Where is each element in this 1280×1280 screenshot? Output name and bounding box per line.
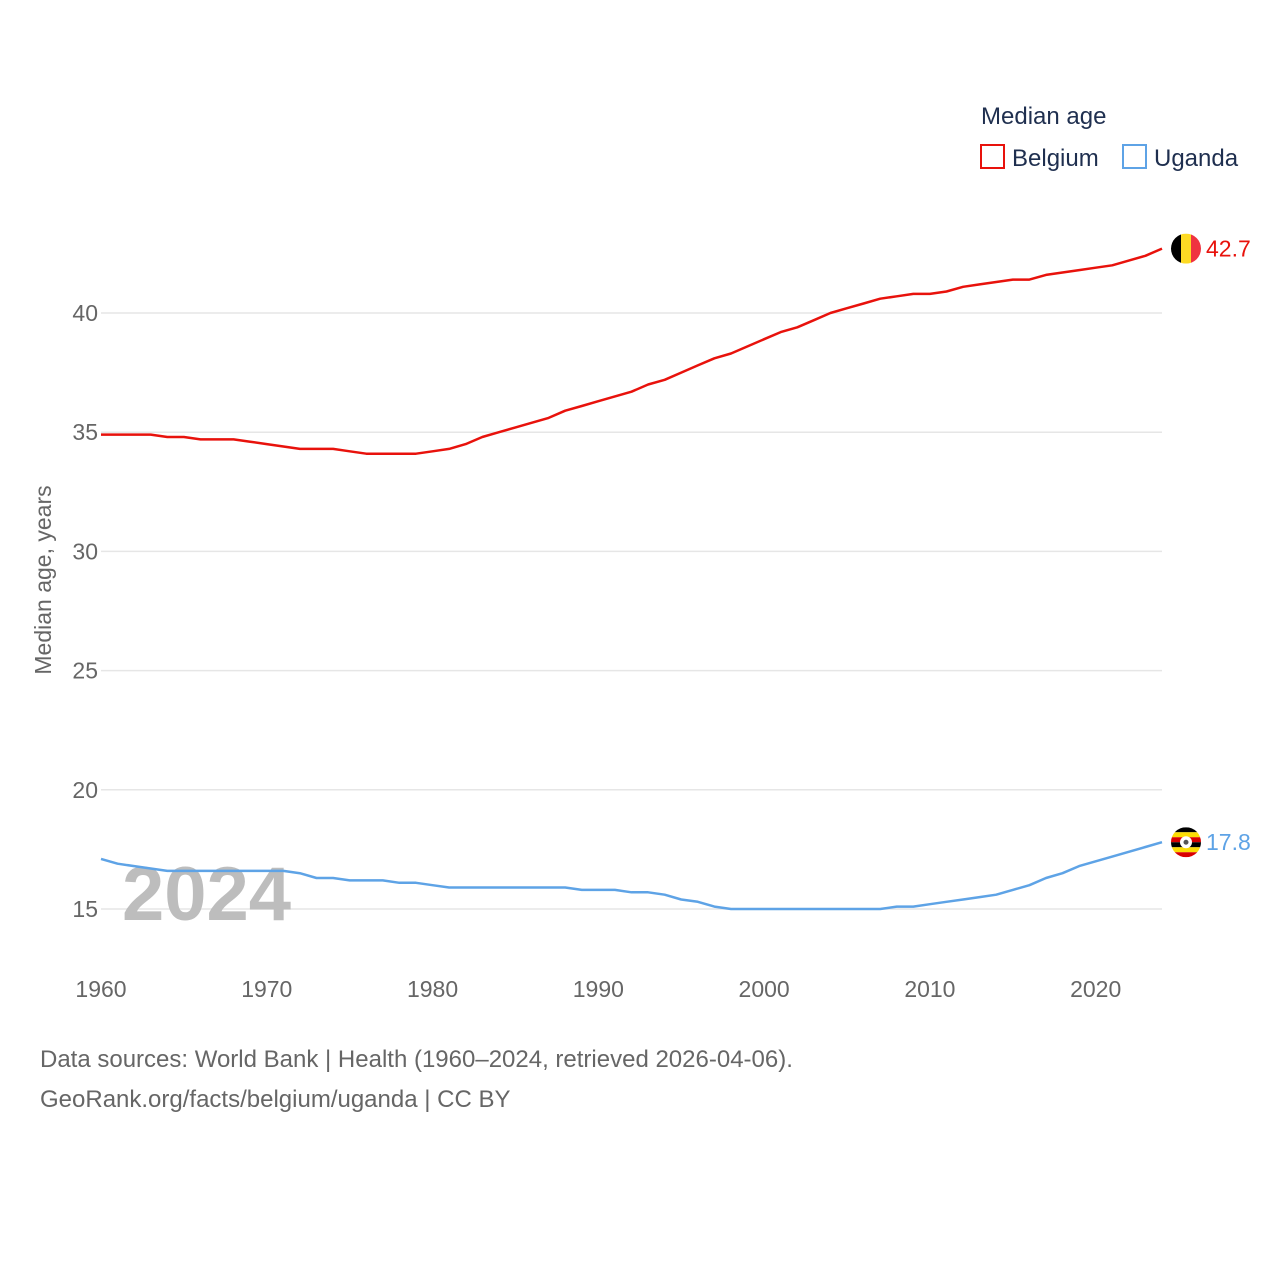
legend-item-belgium[interactable]: Belgium: [980, 144, 1099, 172]
x-axis-ticks: 1960 1970 1980 1990 2000 2010 2020: [75, 976, 1121, 1002]
legend-swatch-belgium: [980, 144, 1005, 169]
x-tick-label-2000: 2000: [739, 976, 790, 1002]
y-axis-title: Median age, years: [30, 485, 56, 674]
series-line-belgium[interactable]: [101, 247, 1163, 455]
y-axis-ticks: 15 20 25 30 35 40: [72, 300, 98, 922]
end-value-label-belgium: 42.7: [1206, 236, 1251, 262]
y-tick-label-40: 40: [72, 300, 98, 326]
x-tick-label-1960: 1960: [75, 976, 126, 1002]
legend-title: Median age: [981, 103, 1106, 130]
legend-label-belgium: Belgium: [1012, 145, 1099, 172]
series-lines: [100, 247, 1163, 911]
series-end-markers: 42.7 17.8: [1171, 233, 1251, 858]
uganda-flag-icon: [1171, 827, 1201, 858]
year-watermark: 2024: [122, 852, 291, 937]
grid-lines: [101, 312, 1162, 910]
footer-link[interactable]: GeoRank.org/facts/belgium/uganda | CC BY: [40, 1086, 511, 1113]
footer-sources: Data sources: World Bank | Health (1960–…: [40, 1046, 793, 1073]
legend-item-uganda[interactable]: Uganda: [1122, 144, 1239, 172]
series-line-uganda[interactable]: [100, 840, 1163, 911]
y-tick-label-15: 15: [72, 896, 98, 922]
y-tick-label-35: 35: [72, 419, 98, 445]
x-tick-label-2010: 2010: [904, 976, 955, 1002]
legend-swatch-uganda: [1122, 144, 1147, 169]
y-tick-label-30: 30: [72, 538, 98, 564]
belgium-flag-icon: [1171, 233, 1201, 264]
x-tick-label-1980: 1980: [407, 976, 458, 1002]
footer: Data sources: World Bank | Health (1960–…: [40, 1040, 793, 1120]
legend-label-uganda: Uganda: [1154, 145, 1239, 172]
y-tick-label-25: 25: [72, 658, 98, 684]
x-tick-label-1990: 1990: [573, 976, 624, 1002]
y-tick-label-20: 20: [72, 777, 98, 803]
x-tick-label-1970: 1970: [241, 976, 292, 1002]
x-tick-label-2020: 2020: [1070, 976, 1121, 1002]
legend: Median age Belgium Uganda: [980, 103, 1239, 172]
end-value-label-uganda: 17.8: [1206, 829, 1251, 855]
